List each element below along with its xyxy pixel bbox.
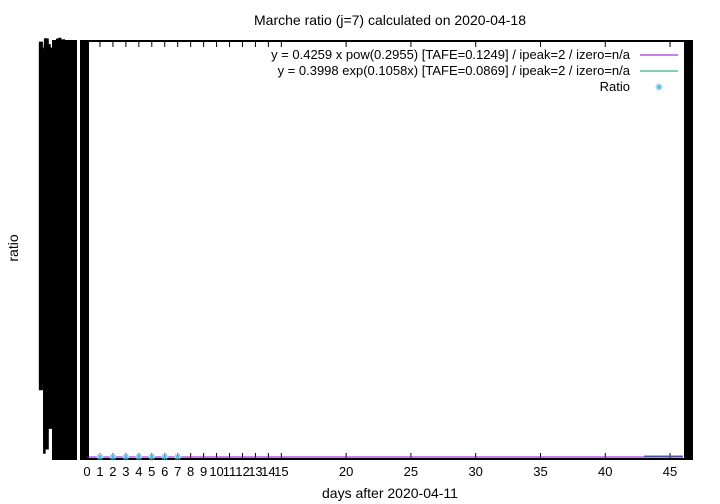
x-tick-label: 20 xyxy=(339,464,353,479)
y-tick-labels-overprinted xyxy=(38,37,77,460)
plot-frame-bottom xyxy=(80,458,693,460)
x-tick-label: 7 xyxy=(174,464,181,479)
x-axis-label: days after 2020-04-11 xyxy=(322,485,458,501)
x-tick-label: 11 xyxy=(223,464,237,479)
ratio-point xyxy=(96,453,104,461)
legend-marker-sample xyxy=(655,83,663,91)
legend-entry-label: y = 0.3998 exp(0.1058x) [TAFE=0.0869] / … xyxy=(278,63,631,78)
x-tick-label: 40 xyxy=(598,464,612,479)
y-tick-scribble-block xyxy=(52,40,77,460)
legend: y = 0.4259 x pow(0.2955) [TAFE=0.1249] /… xyxy=(271,47,678,94)
x-tick-label: 15 xyxy=(274,464,288,479)
x-tick-label: 8 xyxy=(187,464,194,479)
ratio-points xyxy=(96,453,182,461)
legend-entry-label: y = 0.4259 x pow(0.2955) [TAFE=0.1249] /… xyxy=(271,47,631,62)
plot-frame-top xyxy=(80,40,693,42)
plot-frame-right xyxy=(684,40,693,460)
ratio-point xyxy=(122,453,130,461)
x-tick-label: 35 xyxy=(533,464,547,479)
x-tick-label: 45 xyxy=(663,464,677,479)
ratio-point xyxy=(174,453,182,461)
ratio-point xyxy=(148,453,156,461)
legend-entry-label: Ratio xyxy=(600,79,630,94)
plot-frame-left xyxy=(80,40,89,460)
x-tick-label: 10 xyxy=(209,464,223,479)
chart-title: Marche ratio (j=7) calculated on 2020-04… xyxy=(254,12,526,28)
x-tick-label: 2 xyxy=(109,464,116,479)
x-tick-label: 1 xyxy=(96,464,103,479)
x-tick-label: 5 xyxy=(148,464,155,479)
fit-lines xyxy=(87,455,683,458)
x-tick-label: 12 xyxy=(235,464,249,479)
x-tick-label: 3 xyxy=(122,464,129,479)
x-tick-label: 0 xyxy=(83,464,90,479)
y-axis-label: ratio xyxy=(5,234,21,261)
x-tick-label: 30 xyxy=(468,464,482,479)
x-tick-label: 25 xyxy=(404,464,418,479)
ratio-point xyxy=(161,453,169,461)
x-tick-label: 6 xyxy=(161,464,168,479)
x-tick-label: 13 xyxy=(248,464,262,479)
ratio-point xyxy=(109,453,117,461)
x-tick-label: 14 xyxy=(261,464,275,479)
x-tick-label: 4 xyxy=(135,464,142,479)
x-tick-label: 9 xyxy=(200,464,207,479)
ratio-point xyxy=(135,453,143,461)
